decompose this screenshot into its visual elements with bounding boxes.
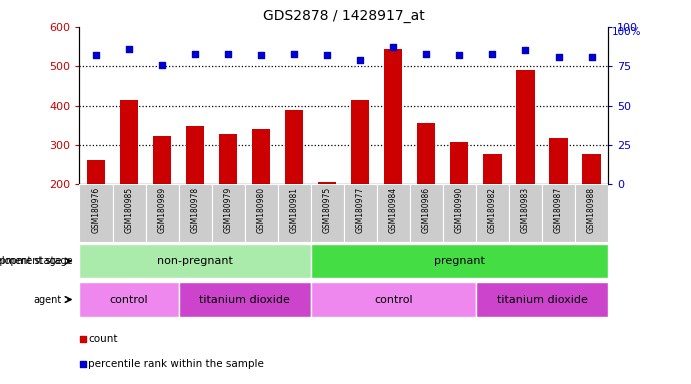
Text: GSM180979: GSM180979 xyxy=(224,187,233,233)
Bar xyxy=(219,134,237,184)
Text: GSM180988: GSM180988 xyxy=(587,187,596,233)
Bar xyxy=(318,182,337,184)
Point xyxy=(189,51,200,57)
Point xyxy=(223,51,234,57)
Bar xyxy=(384,49,402,184)
Bar xyxy=(278,184,311,242)
Bar xyxy=(311,184,343,242)
Text: count: count xyxy=(88,334,118,344)
Point xyxy=(78,361,89,367)
Bar xyxy=(113,184,146,242)
Bar xyxy=(583,154,600,184)
Bar xyxy=(252,129,270,184)
Point xyxy=(586,54,597,60)
Bar xyxy=(542,184,575,242)
Point xyxy=(553,54,564,60)
Text: GSM180989: GSM180989 xyxy=(158,187,167,233)
Text: development stage: development stage xyxy=(0,256,73,266)
Bar xyxy=(410,184,443,242)
Point xyxy=(322,52,333,58)
Bar xyxy=(443,184,476,242)
Bar xyxy=(509,184,542,242)
Bar xyxy=(211,184,245,242)
Bar xyxy=(377,184,410,242)
Text: control: control xyxy=(374,295,413,305)
Point xyxy=(421,51,432,57)
Bar xyxy=(79,184,113,242)
Point xyxy=(354,57,366,63)
Text: GSM180983: GSM180983 xyxy=(521,187,530,233)
Point xyxy=(454,52,465,58)
Text: non-pregnant: non-pregnant xyxy=(157,256,233,266)
Text: 100%: 100% xyxy=(612,27,642,37)
Bar xyxy=(186,126,204,184)
Text: titanium dioxide: titanium dioxide xyxy=(199,295,290,305)
Bar xyxy=(311,244,608,278)
Bar xyxy=(245,184,278,242)
Point xyxy=(289,51,300,57)
Bar xyxy=(146,184,178,242)
Text: GSM180980: GSM180980 xyxy=(256,187,265,233)
Bar xyxy=(351,100,370,184)
Bar xyxy=(575,184,608,242)
Text: GSM180978: GSM180978 xyxy=(191,187,200,233)
Bar xyxy=(87,160,105,184)
Point xyxy=(256,52,267,58)
Text: GSM180985: GSM180985 xyxy=(124,187,133,233)
Text: GSM180975: GSM180975 xyxy=(323,187,332,233)
Bar xyxy=(417,122,435,184)
Text: GSM180984: GSM180984 xyxy=(389,187,398,233)
Bar xyxy=(476,282,608,317)
Bar xyxy=(285,109,303,184)
Text: GSM180981: GSM180981 xyxy=(290,187,299,233)
Bar xyxy=(120,101,138,184)
Bar xyxy=(344,184,377,242)
Bar xyxy=(451,142,468,184)
Text: GSM180986: GSM180986 xyxy=(422,187,431,233)
Text: control: control xyxy=(110,295,149,305)
Text: GSM180976: GSM180976 xyxy=(91,187,100,233)
Text: titanium dioxide: titanium dioxide xyxy=(497,295,587,305)
Text: GSM180977: GSM180977 xyxy=(356,187,365,233)
Bar xyxy=(484,154,502,184)
Text: GSM180990: GSM180990 xyxy=(455,187,464,233)
Point xyxy=(78,336,89,342)
Bar xyxy=(79,282,178,317)
Text: development stage: development stage xyxy=(0,256,62,266)
Point xyxy=(487,51,498,57)
Text: GSM180987: GSM180987 xyxy=(554,187,563,233)
Text: pregnant: pregnant xyxy=(434,256,485,266)
Point xyxy=(124,46,135,52)
Text: GSM180982: GSM180982 xyxy=(488,187,497,233)
Bar xyxy=(549,138,567,184)
Bar xyxy=(311,282,476,317)
Text: percentile rank within the sample: percentile rank within the sample xyxy=(88,359,264,369)
Title: GDS2878 / 1428917_at: GDS2878 / 1428917_at xyxy=(263,9,425,23)
Bar xyxy=(178,282,311,317)
Bar xyxy=(153,136,171,184)
Text: agent: agent xyxy=(34,295,62,305)
Point xyxy=(91,52,102,58)
Point xyxy=(520,47,531,53)
Bar xyxy=(516,70,535,184)
Bar xyxy=(476,184,509,242)
Point xyxy=(388,44,399,50)
Bar xyxy=(178,184,211,242)
Point xyxy=(157,61,168,68)
Bar xyxy=(79,244,311,278)
